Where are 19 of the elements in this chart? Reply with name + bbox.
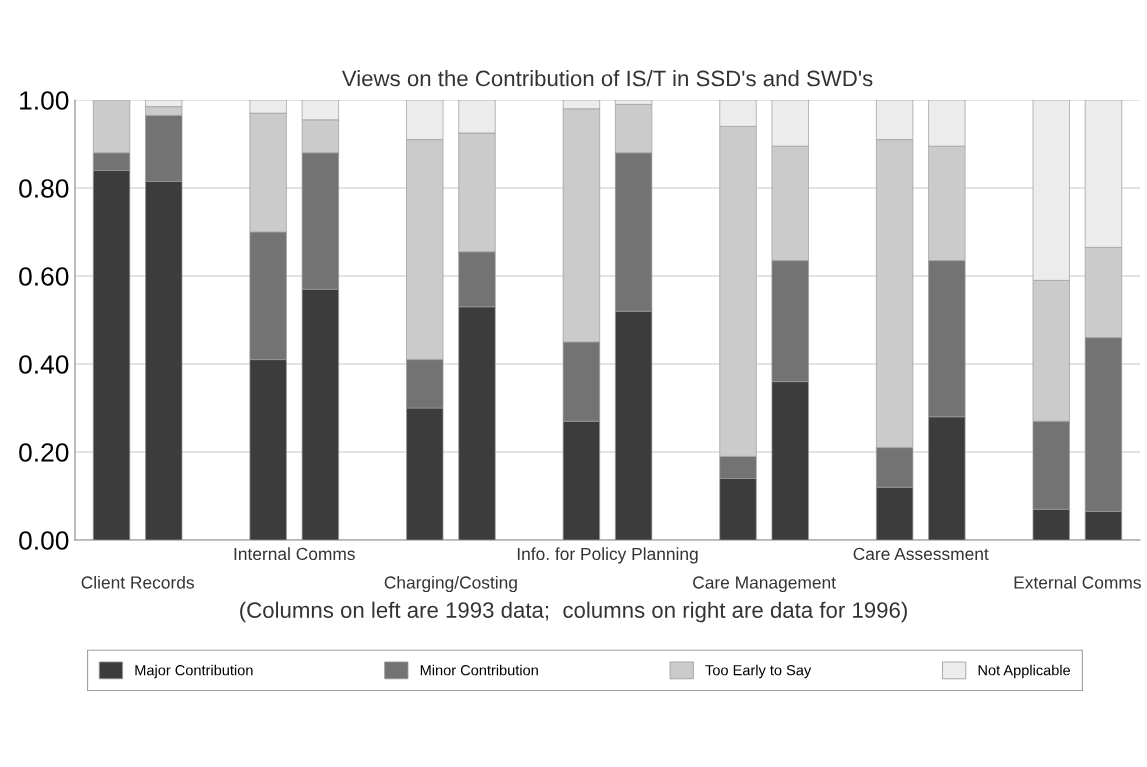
x-tick-label: Care Management xyxy=(693,576,836,593)
x-tick-label: Care Assessment xyxy=(853,547,989,561)
chart-title: Views on the Contribution of IS/T in SSD's and SWD's xyxy=(341,70,873,87)
y-tick-label: 0.40 xyxy=(19,355,69,374)
x-tick-label: Info. for Policy Planning xyxy=(517,547,698,564)
text: (Columns on left are 1993 data; columns on right are data for 1996) xyxy=(240,601,907,623)
legend-label: Too Early to Say xyxy=(705,664,812,679)
y-tick-label: 0.60 xyxy=(19,267,69,286)
x-tick-label: Internal Comms xyxy=(234,547,355,561)
y-tick-label: 0.80 xyxy=(19,179,69,198)
legend-label: Minor Contribution xyxy=(420,664,538,676)
y-tick-label: 1.00 xyxy=(20,91,69,110)
x-tick-label: External Comms xyxy=(1014,575,1141,589)
x-tick-label: Client Records xyxy=(81,575,194,589)
legend-label: Major Contribution xyxy=(135,664,253,679)
x-tick-label: Charging/Costing xyxy=(384,575,517,593)
y-tick-label: 0.00 xyxy=(19,531,69,550)
legend-label: Not Applicable xyxy=(978,664,1071,679)
y-tick-label: 0.20 xyxy=(19,443,69,462)
